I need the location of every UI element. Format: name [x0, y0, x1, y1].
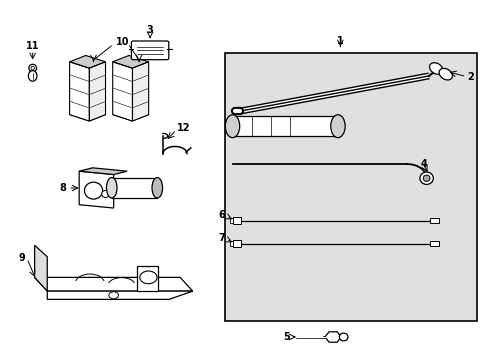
Ellipse shape: [419, 172, 432, 184]
Text: 12: 12: [177, 123, 190, 133]
Ellipse shape: [31, 66, 34, 70]
Bar: [112, 177, 157, 198]
Ellipse shape: [423, 175, 429, 181]
Ellipse shape: [28, 71, 37, 81]
FancyBboxPatch shape: [131, 41, 168, 60]
Ellipse shape: [102, 190, 109, 198]
Polygon shape: [35, 245, 47, 291]
Bar: [232, 217, 241, 224]
Bar: [225, 53, 476, 321]
Polygon shape: [79, 168, 127, 175]
Bar: [429, 242, 438, 246]
Text: 9: 9: [18, 253, 25, 263]
Text: 4: 4: [420, 159, 427, 169]
Bar: [429, 219, 438, 223]
Ellipse shape: [152, 177, 162, 198]
Ellipse shape: [106, 177, 117, 198]
Bar: [229, 242, 233, 246]
Ellipse shape: [330, 115, 345, 138]
Ellipse shape: [84, 182, 102, 199]
Text: 10: 10: [115, 37, 129, 48]
Text: 3: 3: [146, 26, 153, 35]
Text: 5: 5: [283, 332, 289, 342]
Text: 7: 7: [218, 233, 225, 243]
Polygon shape: [137, 266, 158, 291]
Text: 11: 11: [26, 41, 40, 51]
Polygon shape: [69, 55, 105, 68]
Text: 2: 2: [467, 72, 473, 82]
Text: 6: 6: [218, 210, 225, 220]
Polygon shape: [112, 62, 132, 121]
Ellipse shape: [339, 333, 347, 341]
Ellipse shape: [428, 63, 442, 74]
Text: 1: 1: [336, 36, 343, 46]
Polygon shape: [89, 62, 105, 121]
Bar: [232, 240, 241, 247]
Bar: [232, 117, 337, 136]
Polygon shape: [112, 55, 148, 68]
Text: 8: 8: [59, 183, 66, 193]
Circle shape: [109, 292, 118, 299]
Polygon shape: [69, 62, 89, 121]
Ellipse shape: [225, 115, 239, 138]
Polygon shape: [79, 171, 113, 208]
Ellipse shape: [29, 64, 37, 72]
Circle shape: [140, 271, 157, 284]
Polygon shape: [132, 62, 148, 121]
Bar: [229, 219, 233, 223]
Ellipse shape: [438, 68, 451, 80]
Polygon shape: [47, 291, 192, 300]
Polygon shape: [35, 277, 192, 291]
